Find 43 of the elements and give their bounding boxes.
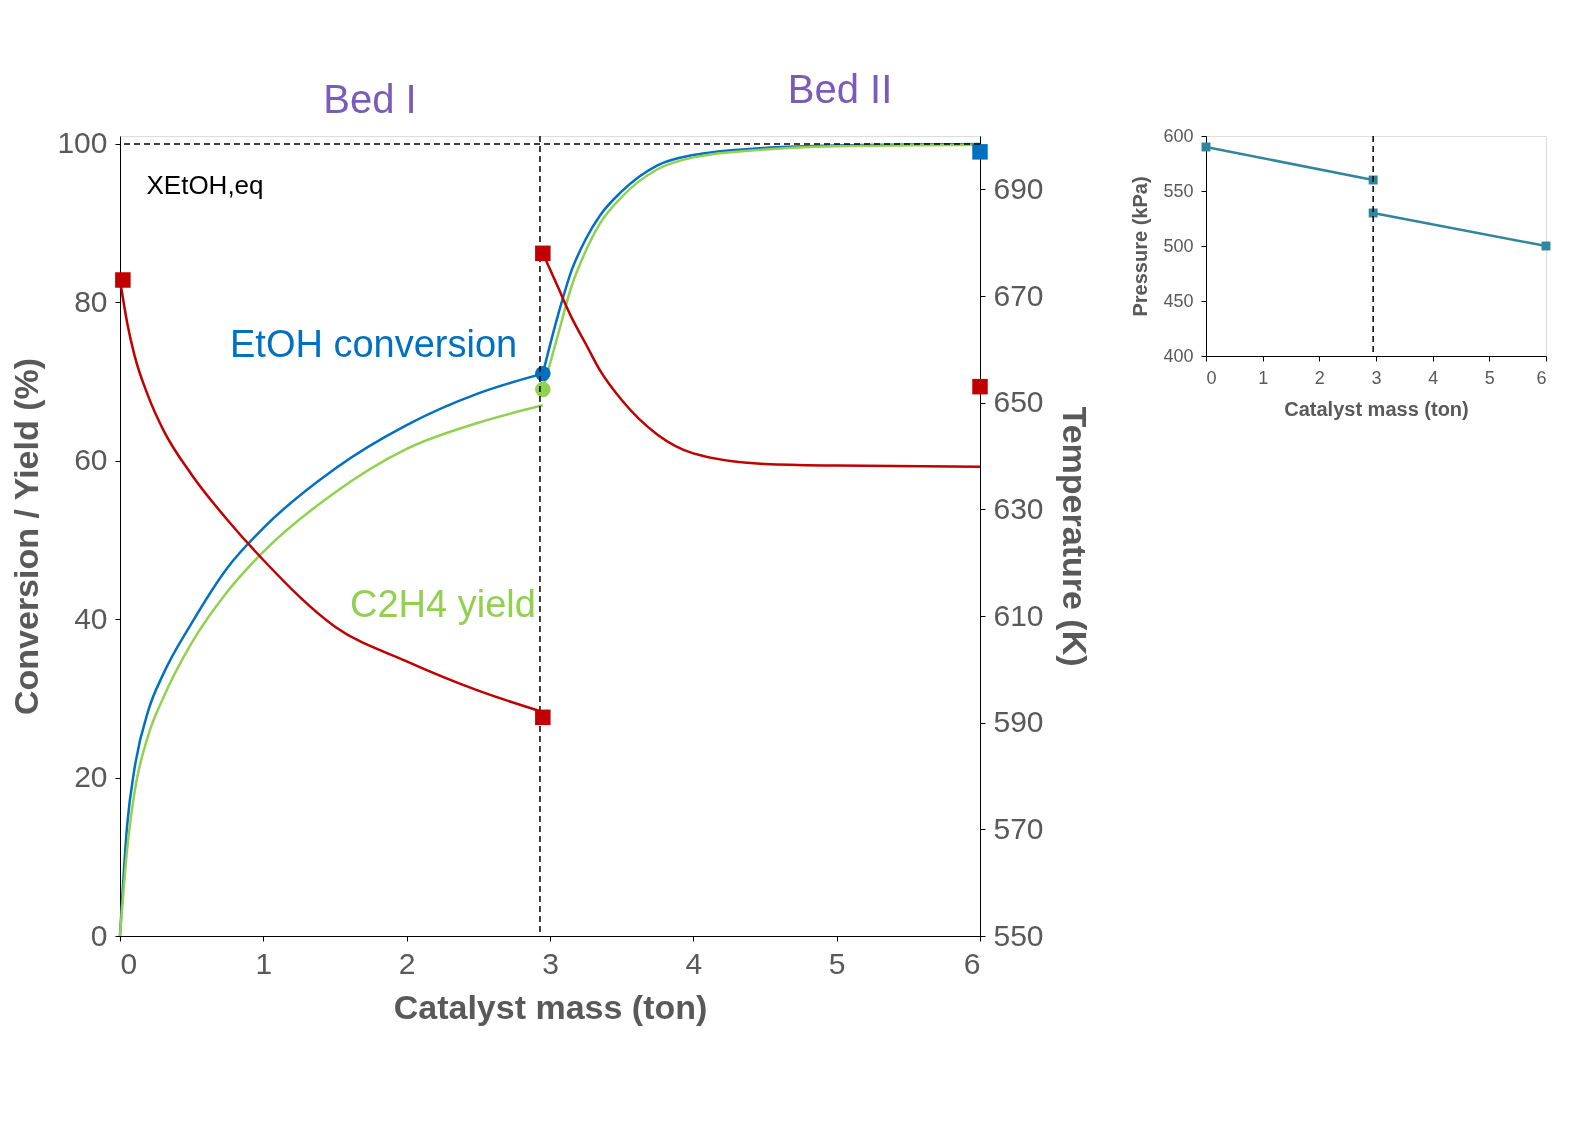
x-tick-label: 3 — [1371, 367, 1382, 388]
y-tick-label: 600 — [1163, 125, 1194, 146]
x-tick-label: 0 — [1206, 367, 1217, 388]
x-tick-label: 4 — [1428, 367, 1439, 388]
series-label: EtOH conversion — [230, 323, 518, 365]
x-axis-title: Catalyst mass (ton) — [1284, 397, 1469, 420]
y-axis-title: Conversion / Yield (%) — [7, 357, 46, 716]
annotation: XEtOH,eq — [146, 170, 264, 200]
x-tick-label: 2 — [398, 946, 416, 980]
x-tick-label: 5 — [828, 946, 846, 980]
y2-tick-label: 650 — [993, 385, 1044, 419]
y2-tick-label: 690 — [993, 171, 1044, 205]
y-tick-label: 100 — [57, 126, 108, 160]
x-tick-label: 6 — [963, 946, 981, 980]
y-axis-title: Pressure (kPa) — [1129, 176, 1152, 317]
y2-tick-label: 670 — [993, 278, 1044, 312]
y-tick-label: 20 — [74, 760, 108, 794]
y-tick-label: 500 — [1163, 235, 1194, 256]
y2-tick-label: 630 — [993, 491, 1044, 525]
text: C2H4 yield — [350, 583, 536, 625]
x-tick-label: 5 — [1484, 367, 1495, 388]
y2-tick-label: 570 — [993, 811, 1044, 845]
y-tick-label: 400 — [1163, 345, 1194, 366]
text: Bed II — [787, 67, 893, 111]
x-tick-label: 0 — [120, 946, 138, 980]
y-tick-label: 550 — [1163, 180, 1194, 201]
x-axis-title: Catalyst mass (ton) — [393, 987, 708, 1026]
y2-tick-label: 610 — [993, 598, 1044, 632]
y-tick-label: 40 — [74, 601, 108, 635]
y2-axis-title: Temperature (K) — [1055, 406, 1094, 667]
y-tick-label: 450 — [1163, 290, 1194, 311]
x-tick-label: 4 — [685, 946, 703, 980]
y-tick-label: 80 — [74, 284, 108, 318]
y-tick-label: 0 — [90, 918, 108, 952]
x-tick-label: 1 — [1258, 367, 1269, 388]
x-tick-label: 6 — [1536, 367, 1547, 388]
y-tick-label: 60 — [74, 443, 108, 477]
y2-tick-label: 590 — [993, 705, 1044, 739]
x-tick-label: 1 — [255, 946, 273, 980]
text: Bed I — [323, 77, 417, 121]
x-tick-label: 2 — [1314, 367, 1325, 388]
y2-tick-label: 550 — [993, 918, 1044, 952]
x-tick-label: 3 — [542, 946, 559, 980]
